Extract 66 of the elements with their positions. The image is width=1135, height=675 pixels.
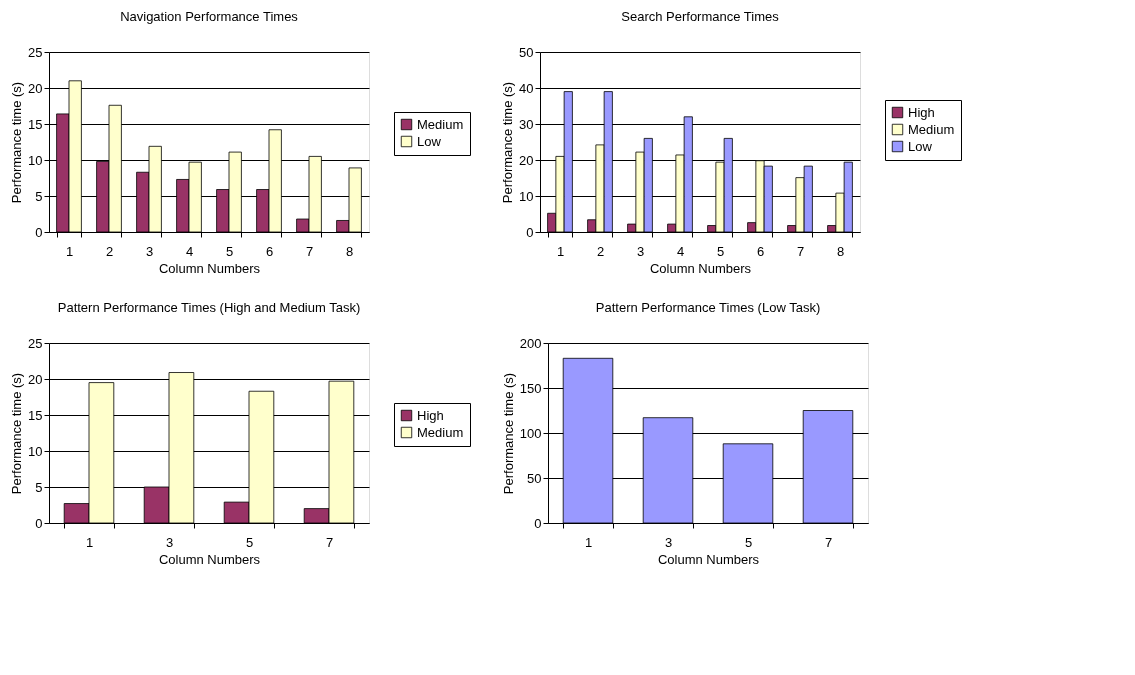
- x-tick-label: 6: [265, 243, 274, 259]
- x-tick-label: 6: [756, 243, 765, 259]
- x-tick-label: 3: [664, 534, 673, 550]
- y-tick-label: 15: [28, 407, 43, 423]
- x-tick-label: 5: [225, 243, 234, 259]
- y-tick-label: 20: [28, 80, 43, 96]
- y-tick-label: 0: [526, 224, 534, 240]
- y-tick-label: 15: [28, 116, 43, 132]
- y-axis-title: Performance time (s): [500, 81, 516, 204]
- y-tick-label: 25: [28, 335, 43, 351]
- y-tick-label: 25: [28, 44, 43, 60]
- x-tick-label: 7: [824, 534, 833, 550]
- y-axis-title: Performance time (s): [9, 81, 25, 204]
- y-tick-label: 50: [527, 470, 542, 486]
- y-tick-label: 50: [519, 44, 534, 60]
- y-axis-title: Performance time (s): [500, 372, 516, 495]
- y-tick-label: 0: [35, 515, 43, 531]
- x-tick-label: 8: [345, 243, 354, 259]
- x-tick-label: 7: [796, 243, 805, 259]
- chart-title: Pattern Performance Times (High and Medium Task): [57, 300, 361, 315]
- x-axis-title: Column Numbers: [649, 260, 752, 276]
- legend-label: Low: [417, 133, 442, 149]
- x-tick-label: 1: [556, 243, 565, 259]
- y-tick-label: 0: [35, 224, 43, 240]
- y-tick-label: 200: [519, 335, 542, 351]
- x-axis-title: Column Numbers: [657, 551, 760, 567]
- x-tick-label: 4: [185, 243, 194, 259]
- x-axis-title: Column Numbers: [158, 260, 261, 276]
- x-tick-label: 3: [145, 243, 154, 259]
- x-tick-label: 3: [636, 243, 645, 259]
- y-tick-label: 10: [519, 188, 534, 204]
- y-tick-label: 5: [35, 188, 43, 204]
- x-tick-label: 8: [836, 243, 845, 259]
- x-tick-label: 5: [245, 534, 254, 550]
- legend-label: Medium: [417, 424, 464, 440]
- chart-title: Pattern Performance Times (Low Task): [595, 300, 821, 315]
- x-tick-label: 3: [165, 534, 174, 550]
- x-axis-title: Column Numbers: [158, 551, 261, 567]
- y-tick-label: 40: [519, 80, 534, 96]
- x-tick-label: 2: [105, 243, 114, 259]
- chart-title: Search Performance Times: [621, 9, 780, 24]
- y-tick-label: 10: [28, 152, 43, 168]
- y-tick-label: 0: [534, 515, 542, 531]
- y-tick-label: 20: [519, 152, 534, 168]
- y-axis-title: Performance time (s): [9, 372, 25, 495]
- x-tick-label: 2: [596, 243, 605, 259]
- x-tick-label: 1: [65, 243, 74, 259]
- y-tick-label: 10: [28, 443, 43, 459]
- legend-label: Medium: [417, 116, 464, 132]
- x-tick-label: 7: [305, 243, 314, 259]
- x-tick-label: 1: [584, 534, 593, 550]
- x-tick-label: 5: [744, 534, 753, 550]
- legend-label: High: [417, 407, 444, 423]
- y-tick-label: 20: [28, 371, 43, 387]
- legend-label: High: [908, 104, 935, 120]
- y-tick-label: 5: [35, 479, 43, 495]
- chart-title: Navigation Performance Times: [120, 9, 299, 24]
- x-tick-label: 1: [85, 534, 94, 550]
- legend-label: Medium: [908, 121, 955, 137]
- y-tick-label: 150: [519, 380, 542, 396]
- y-tick-label: 100: [519, 425, 542, 441]
- x-tick-label: 4: [676, 243, 685, 259]
- y-tick-label: 30: [519, 116, 534, 132]
- legend-label: Low: [908, 138, 933, 154]
- x-tick-label: 5: [716, 243, 725, 259]
- x-tick-label: 7: [325, 534, 334, 550]
